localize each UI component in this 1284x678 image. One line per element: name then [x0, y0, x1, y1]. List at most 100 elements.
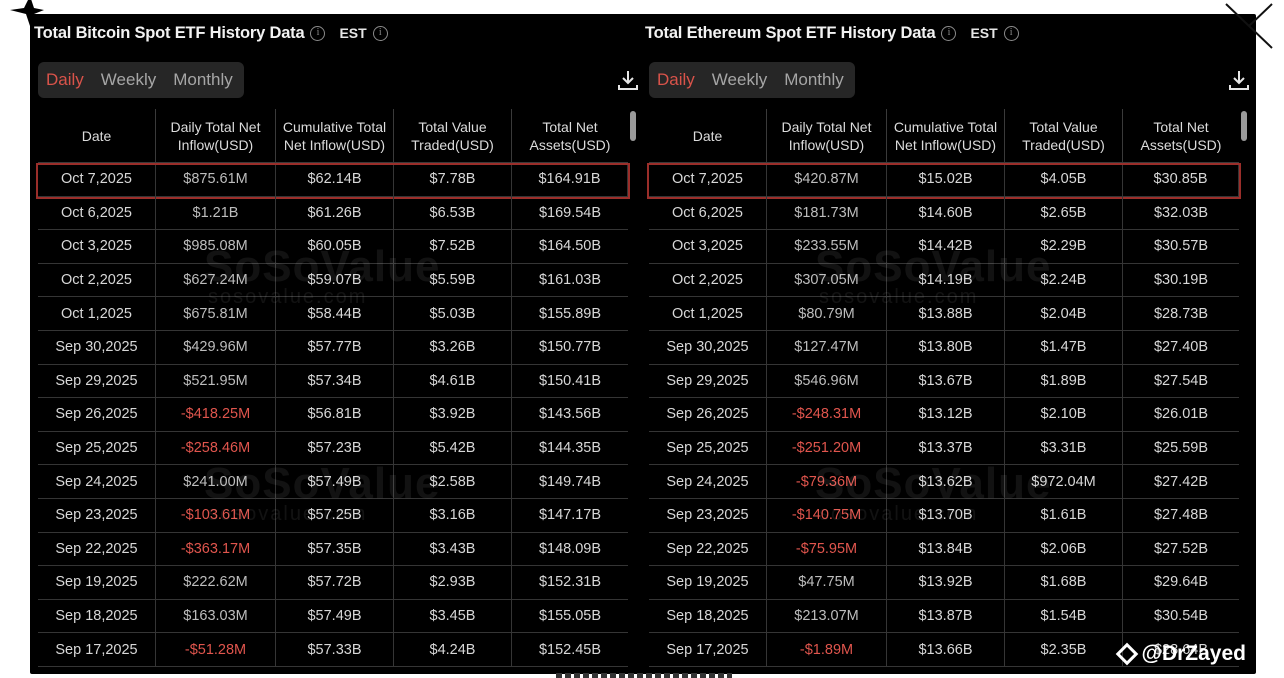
table-cell: $164.50B [538, 238, 602, 255]
table-cell: $57.49B [276, 465, 394, 498]
table-cell: $1.47B [1005, 330, 1123, 364]
table-cell: Oct 1,2025 [38, 297, 156, 330]
column-header[interactable]: Date [649, 109, 767, 162]
table-row: Sep 19,2025 $47.75M $13.92B $1.68B $29.64B [649, 566, 1239, 600]
table-row: Sep 29,2025 $521.95M $57.34B $4.61B $150.41B [38, 364, 628, 399]
corner-star-icon [10, 0, 44, 26]
table-cell: $161.03B [538, 272, 602, 289]
table-cell: Sep 25,2025 [649, 431, 767, 465]
table-row: Sep 30,2025 $429.96M $57.77B $3.26B $150.77B [38, 330, 628, 365]
table-cell: -$75.95M [767, 532, 887, 566]
table-cell: Sep 23,2025 [649, 498, 767, 532]
table-cell: -$1.89M [767, 633, 887, 666]
table-cell: $875.61M [156, 163, 276, 196]
tab-monthly[interactable]: Monthly [173, 70, 233, 89]
table-cell: $155.05B [538, 608, 602, 625]
table-cell: $57.23B [276, 431, 394, 465]
tab-daily[interactable]: Daily [657, 70, 695, 89]
eth-period-tabs: Daily Weekly Monthly [649, 62, 855, 98]
table-cell: $30.19B [1153, 272, 1209, 289]
table-cell: Sep 18,2025 [38, 599, 156, 633]
table-cell: $3.45B [394, 599, 512, 633]
table-cell: $13.70B [887, 498, 1005, 532]
tab-monthly[interactable]: Monthly [784, 70, 844, 89]
table-cell: -$418.25M [156, 398, 276, 431]
table-cell: $14.42B [887, 230, 1005, 263]
table-cell: $148.09B [538, 540, 602, 557]
table-row: Oct 3,2025 $985.08M $60.05B $7.52B $164.50B [38, 230, 628, 264]
table-cell: $150.41B [538, 372, 602, 389]
table-cell: $222.62M [156, 566, 276, 599]
table-cell: $57.35B [276, 532, 394, 566]
table-cell: Sep 25,2025 [38, 431, 156, 465]
btc-scrollbar[interactable] [630, 111, 636, 141]
table-row: Oct 3,2025 $233.55M $14.42B $2.29B $30.57B [649, 230, 1239, 264]
table-cell: $1.68B [1005, 566, 1123, 599]
eth-scrollbar[interactable] [1241, 111, 1247, 141]
table-cell: $627.24M [156, 263, 276, 297]
table-row: Sep 17,2025 -$1.89M $13.66B $2.35B $28.64B [649, 633, 1239, 667]
table-cell: $2.10B [1005, 398, 1123, 431]
column-header[interactable]: Total Value Traded(USD) [1005, 109, 1123, 162]
info-icon[interactable]: i [941, 25, 957, 41]
table-cell: $30.85B [1123, 163, 1239, 196]
info-icon[interactable]: i [372, 25, 388, 41]
column-header[interactable]: Daily Total Net Inflow(USD) [156, 109, 276, 162]
info-icon[interactable]: i [1003, 25, 1019, 41]
table-cell: $14.60B [887, 196, 1005, 230]
table-cell: Sep 18,2025 [649, 599, 767, 633]
tab-weekly[interactable]: Weekly [100, 70, 157, 89]
column-header[interactable]: Cumulative Total Net Inflow(USD) [276, 109, 394, 162]
table-row: Sep 22,2025 -$363.17M $57.35B $3.43B $148.09… [38, 532, 628, 567]
column-header[interactable]: Daily Total Net Inflow(USD) [767, 109, 887, 162]
table-row: Sep 24,2025 $241.00M $57.49B $2.58B $149.74B [38, 465, 628, 499]
cropped-caption [556, 673, 732, 678]
table-cell: $13.80B [887, 330, 1005, 364]
table-header: Date Daily Total Net Inflow(USD) Cumulativ… [38, 109, 628, 163]
table-cell: $3.16B [394, 498, 512, 532]
table-cell: Oct 6,2025 [649, 196, 767, 230]
table-row: Oct 6,2025 $1.21B $61.26B $6.53B $169.54B [38, 196, 628, 231]
table-cell: $13.62B [887, 465, 1005, 498]
table-cell: $2.06B [1005, 532, 1123, 566]
table-cell: $13.66B [887, 633, 1005, 666]
download-icon[interactable] [616, 68, 640, 92]
table-cell: $152.31B [538, 574, 602, 591]
table-row: Oct 1,2025 $80.79M $13.88B $2.04B $28.73B [649, 297, 1239, 331]
table-cell: $7.78B [394, 163, 512, 196]
table-cell: $144.35B [538, 440, 602, 457]
btc-panel: Total Bitcoin Spot ETF History Data i ES… [34, 14, 638, 674]
table-cell: $213.07M [767, 599, 887, 633]
table-cell: $155.89B [538, 305, 602, 322]
table-cell: $13.88B [887, 297, 1005, 330]
table-cell: $27.48B [1153, 507, 1209, 524]
tab-daily[interactable]: Daily [46, 70, 84, 89]
column-header[interactable]: Total Net Assets(USD) [1140, 118, 1222, 153]
table-cell: $5.42B [394, 431, 512, 465]
tab-weekly[interactable]: Weekly [711, 70, 768, 89]
table-cell: $143.56B [538, 406, 602, 423]
table-cell: $2.65B [1005, 196, 1123, 230]
table-cell: $2.93B [394, 566, 512, 599]
table-row: Sep 22,2025 -$75.95M $13.84B $2.06B $27.52B [649, 532, 1239, 567]
column-header[interactable]: Date [38, 109, 156, 162]
table-row: Oct 2,2025 $307.05M $14.19B $2.24B $30.19B [649, 263, 1239, 298]
table-row: Oct 7,2025 $875.61M $62.14B $7.78B $164.91B [36, 163, 630, 199]
table-cell: $985.08M [156, 230, 276, 263]
column-header[interactable]: Total Net Assets(USD) [529, 118, 611, 153]
column-header[interactable]: Cumulative Total Net Inflow(USD) [887, 109, 1005, 162]
table-cell: -$140.75M [767, 498, 887, 532]
table-cell: $61.26B [276, 196, 394, 230]
column-header[interactable]: Total Value Traded(USD) [394, 109, 512, 162]
table-cell: $4.24B [394, 633, 512, 666]
table-cell: $60.05B [276, 230, 394, 263]
table-cell: $2.58B [394, 465, 512, 498]
table-cell: $3.31B [1005, 431, 1123, 465]
download-icon[interactable] [1227, 68, 1251, 92]
table-cell: Sep 29,2025 [38, 364, 156, 398]
info-icon[interactable]: i [310, 25, 326, 41]
table-cell: $152.45B [538, 641, 602, 658]
table-cell: $13.87B [887, 599, 1005, 633]
table-cell: $25.59B [1153, 440, 1209, 457]
table-cell: $521.95M [156, 364, 276, 398]
